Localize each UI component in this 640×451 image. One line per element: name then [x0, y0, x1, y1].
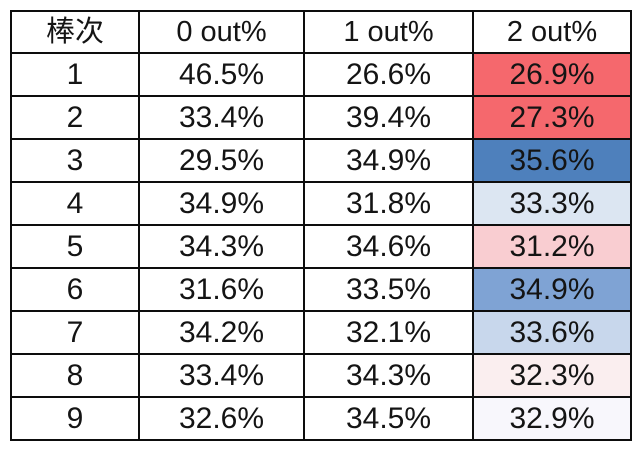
table-row: 3 29.5% 34.9% 35.6% — [10, 138, 632, 183]
table-row: 5 34.3% 34.6% 31.2% — [10, 224, 632, 269]
cell-0-out: 33.4% — [138, 95, 305, 140]
cell-2-out: 27.3% — [472, 95, 632, 140]
cell-0-out: 32.6% — [138, 396, 305, 441]
cell-0-out: 33.4% — [138, 353, 305, 398]
cell-0-out: 34.3% — [138, 224, 305, 269]
cell-0-out: 34.9% — [138, 181, 305, 226]
cell-batting-order: 1 — [10, 52, 140, 97]
cell-batting-order: 6 — [10, 267, 140, 312]
cell-batting-order: 5 — [10, 224, 140, 269]
header-row: 棒次 0 out% 1 out% 2 out% — [10, 10, 632, 54]
cell-1-out: 31.8% — [303, 181, 474, 226]
cell-batting-order: 4 — [10, 181, 140, 226]
table-row: 4 34.9% 31.8% 33.3% — [10, 181, 632, 226]
table-row: 8 33.4% 34.3% 32.3% — [10, 353, 632, 398]
cell-batting-order: 3 — [10, 138, 140, 183]
table-row: 9 32.6% 34.5% 32.9% — [10, 396, 632, 441]
cell-0-out: 29.5% — [138, 138, 305, 183]
cell-1-out: 34.9% — [303, 138, 474, 183]
cell-1-out: 26.6% — [303, 52, 474, 97]
cell-1-out: 34.3% — [303, 353, 474, 398]
cell-2-out: 26.9% — [472, 52, 632, 97]
header-2-out: 2 out% — [472, 10, 632, 54]
cell-0-out: 31.6% — [138, 267, 305, 312]
cell-2-out: 32.3% — [472, 353, 632, 398]
cell-1-out: 34.5% — [303, 396, 474, 441]
header-batting-order: 棒次 — [10, 10, 140, 54]
cell-1-out: 34.6% — [303, 224, 474, 269]
cell-0-out: 46.5% — [138, 52, 305, 97]
cell-2-out: 33.3% — [472, 181, 632, 226]
cell-batting-order: 7 — [10, 310, 140, 355]
cell-2-out: 34.9% — [472, 267, 632, 312]
cell-2-out: 31.2% — [472, 224, 632, 269]
table-row: 2 33.4% 39.4% 27.3% — [10, 95, 632, 140]
table-row: 7 34.2% 32.1% 33.6% — [10, 310, 632, 355]
cell-2-out: 35.6% — [472, 138, 632, 183]
cell-0-out: 34.2% — [138, 310, 305, 355]
cell-batting-order: 8 — [10, 353, 140, 398]
cell-1-out: 39.4% — [303, 95, 474, 140]
header-0-out: 0 out% — [138, 10, 305, 54]
cell-batting-order: 9 — [10, 396, 140, 441]
table-row: 1 46.5% 26.6% 26.9% — [10, 52, 632, 97]
table-row: 6 31.6% 33.5% 34.9% — [10, 267, 632, 312]
batting-order-out-table: 棒次 0 out% 1 out% 2 out% 1 46.5% 26.6% 26.9%… — [10, 10, 632, 441]
cell-1-out: 33.5% — [303, 267, 474, 312]
cell-1-out: 32.1% — [303, 310, 474, 355]
cell-2-out: 33.6% — [472, 310, 632, 355]
cell-batting-order: 2 — [10, 95, 140, 140]
header-1-out: 1 out% — [303, 10, 474, 54]
cell-2-out: 32.9% — [472, 396, 632, 441]
